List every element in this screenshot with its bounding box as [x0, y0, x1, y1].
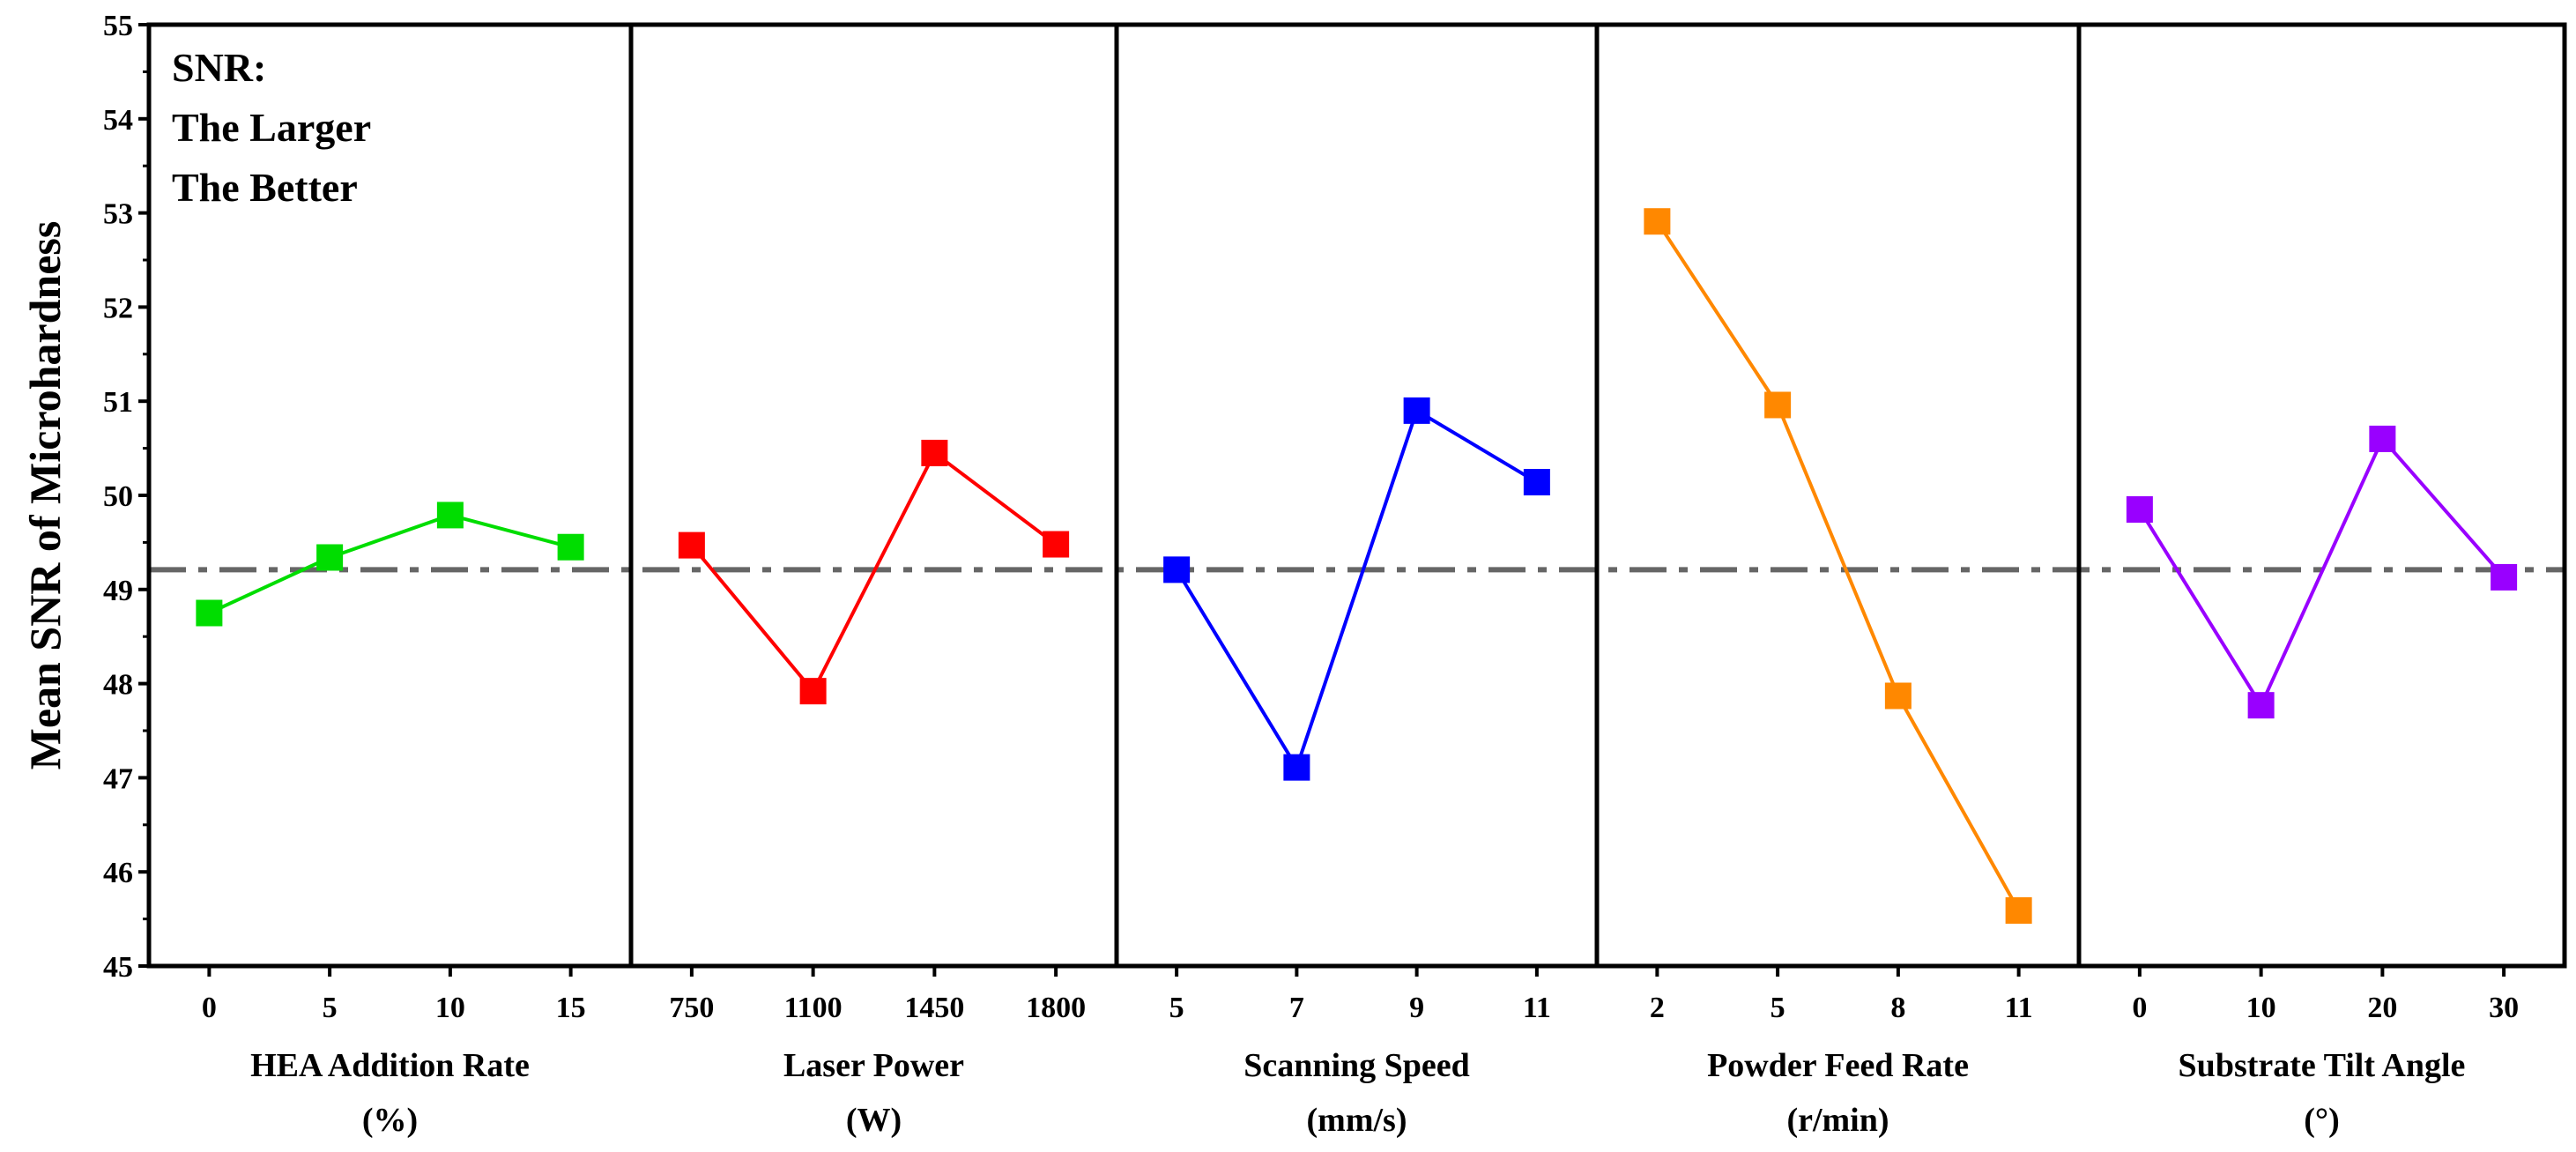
- series-line-segment: [208, 555, 330, 615]
- y-tick-label: 48: [103, 669, 133, 702]
- series-line-segment: [2138, 508, 2263, 707]
- x-tick-label: 20: [2367, 992, 2397, 1024]
- series-line-segment: [1897, 695, 2021, 911]
- x-tick-label: 11: [1523, 992, 1551, 1024]
- x-tick-label: 10: [435, 992, 465, 1024]
- x-tick-label: 1800: [1026, 992, 1086, 1024]
- series-line-segment: [1776, 404, 1900, 697]
- x-tick-label: 2: [1650, 992, 1665, 1024]
- data-point-marker: [1043, 531, 1070, 558]
- x-axis-label: Laser Power: [783, 1047, 964, 1084]
- x-tick-label: 7: [1289, 992, 1304, 1024]
- x-axis-label: Powder Feed Rate: [1707, 1047, 1969, 1084]
- x-axis-unit: (%): [362, 1102, 418, 1139]
- series-line-segment: [933, 451, 1058, 546]
- x-tick-label: 30: [2489, 992, 2519, 1024]
- series-line-segment: [449, 513, 572, 549]
- x-tick-label: 5: [323, 992, 338, 1024]
- data-point-marker: [1764, 391, 1792, 419]
- x-tick-label: 5: [1169, 992, 1184, 1024]
- x-axis-unit: (r/min): [1786, 1102, 1889, 1139]
- data-point-marker: [196, 599, 223, 627]
- series-line-segment: [1175, 569, 1299, 769]
- data-point-marker: [316, 544, 344, 571]
- x-tick-label: 9: [1409, 992, 1424, 1024]
- data-point-marker: [2369, 425, 2396, 452]
- series-line-segment: [2259, 438, 2385, 706]
- series-line-segment: [1295, 410, 1419, 769]
- x-tick-label: 10: [2246, 992, 2276, 1024]
- y-tick-label: 53: [103, 198, 133, 231]
- x-axis-label: HEA Addition Rate: [250, 1047, 530, 1084]
- data-point-marker: [1523, 469, 1550, 496]
- x-axis-unit: (°): [2304, 1102, 2340, 1139]
- series-line-segment: [690, 544, 815, 693]
- x-tick-label: 0: [202, 992, 217, 1024]
- plot-frame: [146, 22, 2567, 969]
- data-point-marker: [1163, 556, 1191, 583]
- x-axis-label: Scanning Speed: [1243, 1047, 1470, 1084]
- y-tick-label: 54: [103, 104, 133, 137]
- y-tick-label: 52: [103, 292, 133, 324]
- data-point-marker: [678, 531, 705, 559]
- data-point-marker: [1644, 208, 1671, 235]
- x-tick-label: 750: [669, 992, 714, 1024]
- y-tick-label: 55: [103, 10, 133, 42]
- series-line-segment: [2380, 437, 2505, 579]
- snr-annotation-line: SNR:: [172, 45, 266, 90]
- data-point-marker: [1884, 682, 1912, 710]
- x-tick-label: 8: [1890, 992, 1905, 1024]
- x-tick-label: 5: [1771, 992, 1785, 1024]
- data-point-marker: [799, 678, 827, 705]
- data-point-marker: [557, 533, 584, 561]
- y-tick-label: 45: [103, 951, 133, 984]
- x-axis-unit: (mm/s): [1307, 1102, 1407, 1139]
- data-point-marker: [1403, 397, 1430, 424]
- series-line-segment: [1655, 220, 1779, 406]
- series-line-segment: [811, 452, 937, 693]
- data-point-marker: [2247, 692, 2275, 719]
- data-point-marker: [2126, 496, 2153, 524]
- x-axis-unit: (W): [846, 1102, 902, 1139]
- x-tick-label: 15: [556, 992, 586, 1024]
- data-point-marker: [2005, 896, 2032, 924]
- snr-annotation-line: The Larger: [172, 105, 371, 150]
- series-line-segment: [1415, 409, 1538, 484]
- y-tick-label: 47: [103, 762, 133, 795]
- snr-annotation-line: The Better: [172, 165, 358, 210]
- y-tick-label: 50: [103, 480, 133, 513]
- data-point-marker: [921, 439, 948, 466]
- y-tick-label: 49: [103, 575, 133, 607]
- data-point-marker: [436, 502, 464, 529]
- y-axis-title: Mean SNR of Microhardness: [20, 221, 70, 770]
- y-tick-label: 46: [103, 857, 133, 889]
- x-tick-label: 1450: [904, 992, 964, 1024]
- x-axis-label: Substrate Tilt Angle: [2179, 1047, 2466, 1084]
- x-tick-label: 1100: [784, 992, 843, 1024]
- x-tick-label: 11: [2005, 992, 2033, 1024]
- y-tick-label: 51: [103, 386, 133, 419]
- series-line-segment: [329, 513, 451, 560]
- data-point-marker: [2491, 563, 2518, 591]
- x-tick-label: 0: [2132, 992, 2147, 1024]
- data-point-marker: [1283, 754, 1310, 781]
